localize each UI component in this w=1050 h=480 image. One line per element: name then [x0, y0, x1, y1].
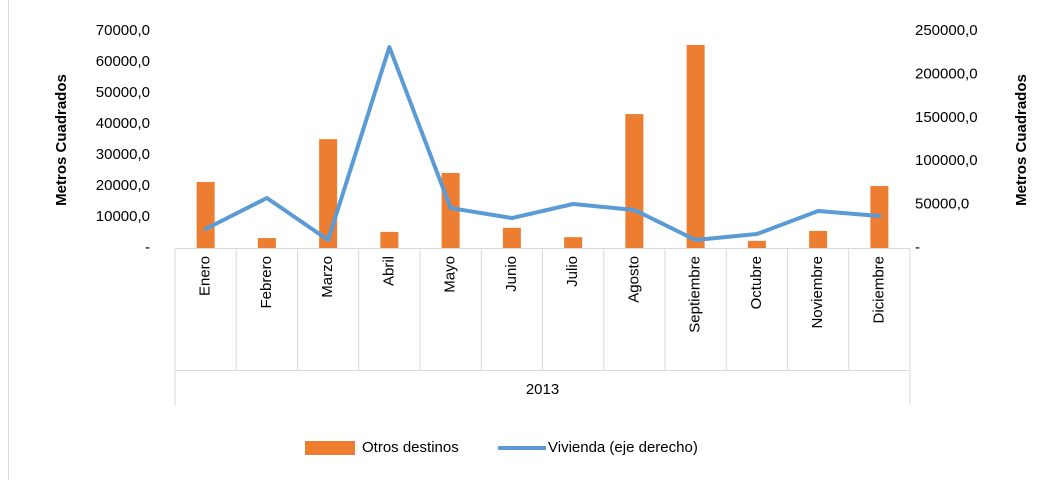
x-tick-label: Enero	[197, 256, 214, 296]
x-tick-label: Septiembre	[687, 256, 704, 333]
legend-label: Vivienda (eje derecho)	[548, 439, 698, 456]
bar	[564, 237, 583, 248]
x-tick-label: Junio	[503, 256, 520, 292]
group-label: 2013	[526, 381, 559, 398]
y-tick-label: 20000,0	[96, 177, 150, 194]
x-tick-label: Febrero	[258, 256, 275, 309]
legend-label: Otros destinos	[362, 439, 459, 456]
bar	[257, 238, 276, 248]
y-tick-label: 70000,0	[96, 22, 150, 39]
y2-tick-label: 200000,0	[915, 65, 978, 82]
y2-tick-label: 50000,0	[915, 196, 969, 213]
x-tick-label: Mayo	[442, 256, 459, 293]
bar	[319, 139, 338, 248]
y-tick-label: 30000,0	[96, 146, 150, 163]
chart-border	[8, 0, 9, 480]
bar	[747, 240, 766, 248]
x-tick-label: Diciembre	[870, 256, 887, 324]
bar	[809, 230, 828, 248]
y-tick-label: 40000,0	[96, 115, 150, 132]
x-tick-label: Noviembre	[809, 256, 826, 329]
y-tick-label: 60000,0	[96, 53, 150, 70]
y-tick-label: -	[145, 239, 150, 256]
legend-swatch	[305, 441, 355, 455]
y-tick-label: 10000,0	[96, 208, 150, 225]
x-tick-label: Agosto	[625, 256, 642, 303]
bar	[686, 44, 705, 249]
x-tick-label: Abril	[380, 256, 397, 286]
x-tick-label: Octubre	[748, 256, 765, 309]
bar	[196, 181, 215, 248]
y2-tick-label: 150000,0	[915, 109, 978, 126]
y-axis-title: Metros Cuadrados	[53, 74, 70, 206]
bar	[625, 114, 644, 248]
y2-tick-label: -	[915, 239, 920, 256]
y-tick-label: 50000,0	[96, 84, 150, 101]
y2-axis-title: Metros Cuadrados	[1013, 74, 1030, 206]
bar	[380, 231, 399, 248]
bar	[502, 227, 521, 248]
x-tick-label: Julio	[564, 256, 581, 287]
line	[203, 45, 882, 243]
x-tick-label: Marzo	[319, 256, 336, 298]
y2-tick-label: 250000,0	[915, 22, 978, 39]
y2-tick-label: 100000,0	[915, 152, 978, 169]
